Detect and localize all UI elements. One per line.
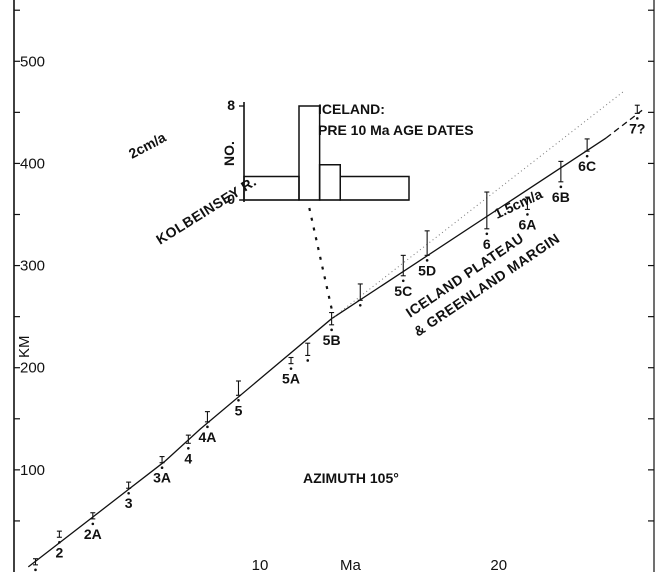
- point-marker: [425, 259, 429, 262]
- point-label: 4: [184, 450, 192, 466]
- point-marker: [91, 522, 95, 526]
- histogram-bar: [318, 164, 341, 201]
- point-label: 5B: [323, 332, 341, 348]
- point-marker: [160, 466, 164, 470]
- point-marker: [289, 367, 293, 370]
- point-marker: [206, 425, 209, 429]
- point-marker: [58, 540, 61, 544]
- y-tick-label: 200: [20, 360, 45, 377]
- point-label: 3A: [153, 470, 171, 486]
- point-marker: [635, 117, 639, 120]
- point-marker: [401, 279, 405, 283]
- point-label: 6C: [578, 158, 596, 174]
- point-label: 2: [55, 544, 63, 560]
- rate-2cm-label: 2cm/a: [126, 129, 169, 162]
- point-marker: [559, 185, 563, 189]
- fit-line-dotted: [331, 91, 624, 320]
- point-label: 6A: [518, 216, 536, 232]
- inset-ylabel: NO.: [221, 141, 237, 166]
- y-tick-label: 400: [20, 155, 45, 172]
- x-tick-label: 10: [252, 557, 269, 572]
- histogram-bar: [339, 175, 410, 201]
- point-label: 5C: [394, 283, 412, 299]
- point-marker: [127, 491, 130, 495]
- histogram-bar: [298, 105, 321, 201]
- x-axis-label: Ma: [340, 557, 361, 572]
- inset-title-line2: PRE 10 Ma AGE DATES: [318, 122, 474, 138]
- fit-line-solid: [27, 137, 607, 568]
- point-label: 7?: [629, 120, 645, 136]
- point-marker: [358, 304, 362, 307]
- y-tick-label: 300: [20, 258, 45, 275]
- point-label: 6: [483, 236, 491, 252]
- point-label: 6B: [552, 189, 570, 205]
- inset-histogram: ICELAND: PRE 10 Ma AGE DATES NO. 0 8: [221, 97, 474, 309]
- point-marker: [237, 398, 240, 402]
- y-axis-label: KM: [16, 336, 33, 359]
- point-marker: [187, 447, 190, 450]
- inset-y-tick-label: 8: [227, 97, 235, 113]
- point-label: 3: [125, 495, 133, 511]
- point-marker: [34, 568, 37, 572]
- point-label: 5D: [418, 262, 436, 278]
- data-points: J22A33A44A55A5B5C5D66A6B6C7?: [32, 104, 645, 572]
- point-label: 2A: [84, 526, 102, 542]
- point-marker: [306, 359, 310, 362]
- point-label: 5A: [282, 371, 300, 387]
- annotations: 2cm/a 1.5cm/a KOLBEINSEY R. ICELAND PLAT…: [126, 129, 563, 486]
- point-label: 4A: [198, 429, 216, 445]
- chart-axes: [13, 0, 655, 572]
- y-tick-label: 100: [20, 462, 45, 479]
- y-tick-label: 500: [20, 53, 45, 70]
- inset-title-line1: ICELAND:: [318, 101, 385, 117]
- point-marker: [585, 154, 589, 158]
- fit-lines: [27, 91, 643, 568]
- point-label: 5: [235, 402, 243, 418]
- fit-line-dashed: [605, 109, 643, 139]
- inset-leader-line: [308, 207, 333, 309]
- point-marker: [526, 213, 529, 216]
- point-marker: [485, 232, 489, 236]
- inset-y-tick-label: 0: [227, 191, 235, 207]
- azimuth-label: AZIMUTH 105°: [303, 470, 399, 486]
- x-tick-label: 20: [490, 557, 507, 572]
- point-marker: [330, 328, 333, 332]
